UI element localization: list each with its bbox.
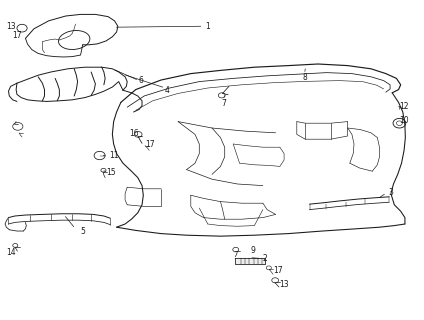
Polygon shape (235, 258, 265, 264)
Text: 5: 5 (80, 227, 85, 236)
Text: 8: 8 (302, 73, 307, 82)
Text: 11: 11 (109, 151, 118, 160)
Text: 17: 17 (145, 140, 155, 149)
Text: 10: 10 (399, 116, 408, 125)
Text: 16: 16 (129, 129, 139, 138)
Text: 17: 17 (273, 266, 283, 275)
Text: 4: 4 (165, 86, 170, 95)
Text: 15: 15 (106, 168, 116, 177)
Text: 9: 9 (251, 246, 256, 255)
Text: 1: 1 (205, 22, 210, 31)
Text: 17: 17 (12, 31, 22, 40)
Text: 13: 13 (279, 280, 289, 289)
Text: 2: 2 (262, 254, 267, 263)
Text: 7: 7 (221, 99, 226, 108)
Text: 12: 12 (399, 102, 408, 111)
Text: 14: 14 (6, 248, 15, 257)
Text: 6: 6 (138, 76, 143, 85)
Text: 3: 3 (388, 188, 393, 197)
Text: 13: 13 (6, 22, 15, 31)
